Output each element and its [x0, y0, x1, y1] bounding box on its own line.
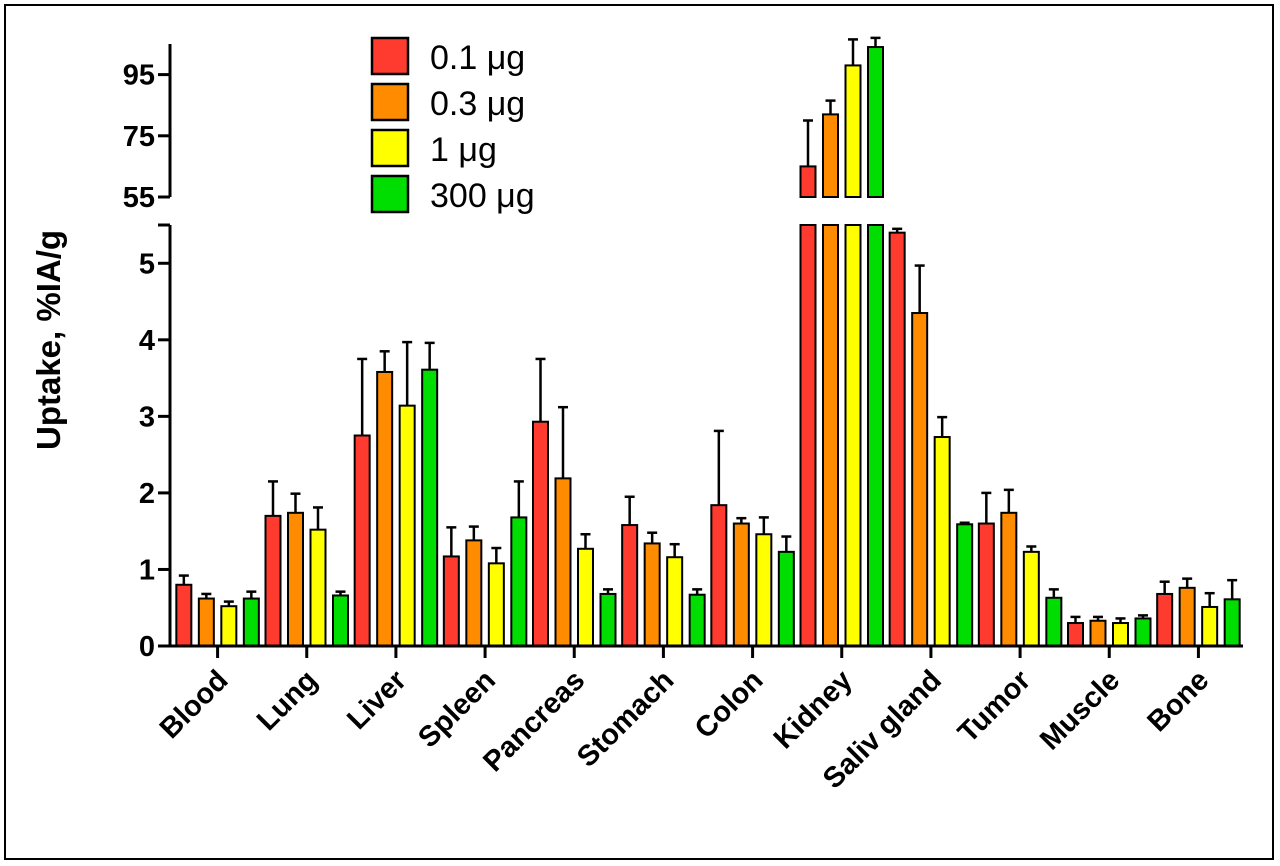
- bar-saliv-gland-series-4: [956, 523, 974, 647]
- bar-blood-series-1: [175, 583, 193, 647]
- x-tick-label-spleen: Spleen: [412, 664, 502, 754]
- bar-bone-series-4: [1223, 598, 1241, 647]
- y-tick-label-55: 55: [123, 182, 155, 214]
- x-tick-label-lung: Lung: [251, 664, 324, 737]
- bar-lung-series-4: [332, 594, 349, 647]
- bar-stomach-series-4: [688, 593, 706, 647]
- bar-lung-series-1: [264, 514, 282, 648]
- x-tick-label-blood: Blood: [154, 664, 235, 745]
- legend-label-2: 0.3 μg: [430, 85, 525, 123]
- bar-blood-series-2: [197, 597, 215, 647]
- y-tick-label-2: 2: [139, 478, 155, 510]
- bar-kidney-series-4-upper: [867, 46, 884, 199]
- bar-tumor-series-4: [1045, 596, 1063, 648]
- bar-bone-series-2: [1178, 586, 1196, 647]
- bar-bone-series-1: [1156, 592, 1174, 648]
- bar-colon-series-3: [755, 533, 773, 648]
- y-tick-label-4: 4: [139, 325, 155, 357]
- bar-colon-series-2: [732, 522, 750, 648]
- x-tick-label-colon: Colon: [689, 664, 770, 745]
- bar-stomach-series-3: [666, 556, 684, 647]
- y-tick-label-0: 0: [139, 631, 155, 663]
- bar-liver-series-2: [376, 370, 394, 647]
- bar-pancreas-series-2: [554, 477, 572, 647]
- bar-kidney-series-1-upper: [799, 165, 817, 198]
- bar-muscle-series-2: [1089, 619, 1107, 647]
- x-tick-label-kidney: Kidney: [768, 664, 859, 755]
- chart-frame: 0 1 2 3 4 5 55 75 95 Blood Lung Liver Spleen Pancreas…: [4, 4, 1274, 860]
- y-tick-label-75: 75: [123, 121, 155, 153]
- bar-lung-series-3: [309, 528, 327, 647]
- bar-tumor-series-2: [1000, 511, 1018, 647]
- bar-bone-series-3: [1201, 605, 1219, 647]
- bar-kidney-series-2-upper: [822, 113, 839, 198]
- x-tick-label-bone: Bone: [1141, 664, 1215, 738]
- bar-muscle-series-1: [1067, 622, 1084, 648]
- bar-lung-series-2: [287, 511, 304, 647]
- y-tick-label-1: 1: [139, 554, 155, 586]
- bar-liver-series-1: [353, 434, 371, 647]
- bar-kidney-series-2-lower: [822, 224, 839, 647]
- bar-liver-series-4: [421, 368, 439, 647]
- x-tick-label-tumor: Tumor: [952, 664, 1037, 749]
- bar-pancreas-series-3: [577, 547, 594, 648]
- legend-label-3: 1 μg: [430, 131, 497, 169]
- bar-blood-series-3: [220, 605, 238, 647]
- legend-swatch-1: [370, 36, 410, 76]
- bar-blood-series-4: [242, 597, 260, 647]
- legend-label-1: 0.1 μg: [430, 39, 525, 77]
- y-tick-label-3: 3: [139, 401, 155, 433]
- bar-spleen-series-2: [465, 539, 483, 647]
- bar-spleen-series-4: [510, 516, 528, 647]
- bar-kidney-series-3-lower: [844, 224, 862, 647]
- bar-spleen-series-1: [442, 555, 460, 648]
- bar-saliv-gland-series-3: [933, 436, 951, 647]
- bar-pancreas-series-1: [532, 420, 549, 648]
- legend-swatch-2: [370, 82, 410, 122]
- bar-pancreas-series-4: [599, 592, 617, 648]
- x-tick-label-stomach: Stomach: [571, 664, 680, 773]
- bar-muscle-series-3: [1112, 622, 1129, 648]
- legend-label-4: 300 μg: [430, 177, 535, 215]
- bar-saliv-gland-series-2: [911, 312, 929, 647]
- bar-liver-series-3: [398, 404, 416, 647]
- bar-stomach-series-2: [643, 542, 661, 647]
- y-tick-label-5: 5: [139, 248, 155, 280]
- bar-saliv-gland-series-1: [888, 231, 906, 647]
- x-tick-label-liver: Liver: [341, 664, 413, 736]
- bar-muscle-series-4: [1134, 617, 1152, 648]
- y-tick-label-95: 95: [123, 60, 155, 92]
- bar-spleen-series-3: [487, 562, 505, 648]
- axis-break-gap: [158, 199, 1245, 223]
- bar-stomach-series-1: [621, 524, 639, 647]
- bar-tumor-series-1: [977, 522, 995, 648]
- bar-tumor-series-3: [1022, 550, 1040, 648]
- bar-colon-series-4: [777, 550, 795, 648]
- y-axis-title: Uptake, %IA/g: [30, 230, 67, 450]
- legend-swatch-4: [370, 174, 410, 214]
- bar-kidney-series-1-lower: [799, 224, 817, 647]
- x-tick-label-muscle: Muscle: [1034, 664, 1126, 756]
- bar-kidney-series-3-upper: [844, 64, 862, 198]
- bar-kidney-series-4-lower: [867, 224, 884, 647]
- bar-colon-series-1: [710, 504, 728, 648]
- legend-swatch-3: [370, 128, 410, 168]
